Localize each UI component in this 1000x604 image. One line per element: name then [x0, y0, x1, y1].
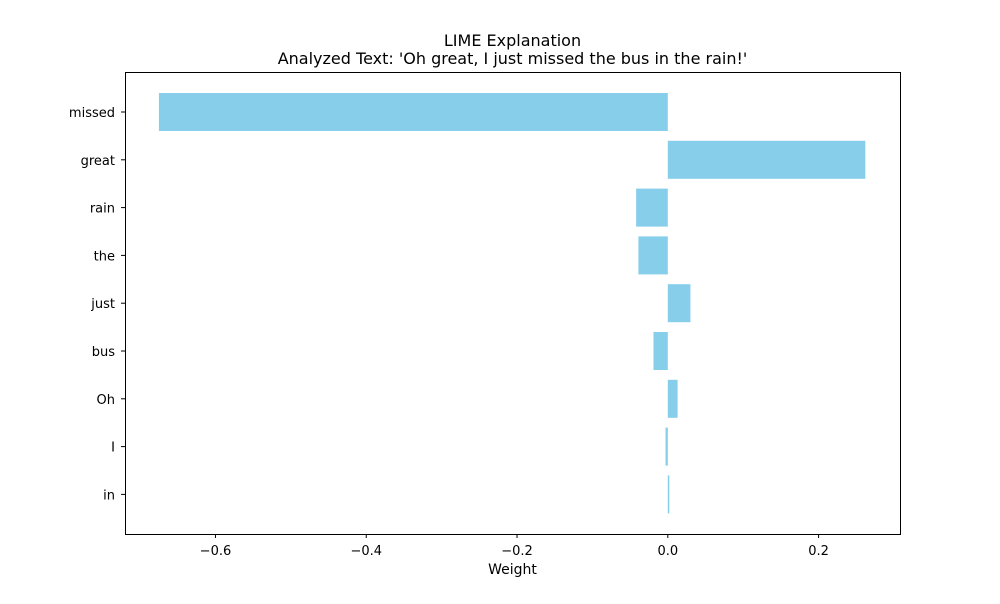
y-tick-label: in — [103, 488, 115, 503]
bar-rain — [636, 188, 668, 227]
y-tick-label: Oh — [97, 393, 115, 408]
y-tick-label: the — [94, 249, 115, 264]
chart-subtitle: Analyzed Text: 'Oh great, I just missed … — [278, 49, 748, 68]
y-tick-label: just — [90, 297, 115, 312]
chart-title: LIME Explanation — [444, 31, 581, 50]
x-tick-label: 0.0 — [657, 544, 678, 559]
y-axis: missed great rain the just bus Oh Iin — [69, 106, 125, 503]
bar-great — [667, 140, 866, 179]
bar-missed — [158, 93, 668, 131]
y-tick-label: bus — [92, 345, 115, 360]
x-tick-label: −0.6 — [200, 544, 232, 559]
y-tick-label: I — [111, 441, 115, 456]
x-tick-label: −0.4 — [350, 544, 382, 559]
bar-just — [667, 284, 691, 323]
bar-Oh — [667, 379, 678, 418]
bars-layer — [158, 93, 866, 514]
x-axis-label: Weight — [488, 562, 537, 578]
x-tick-label: 0.2 — [808, 544, 829, 559]
bar-the — [638, 236, 668, 275]
x-axis: −0.6 −0.4 −0.2 0.0 0.2 — [200, 534, 829, 559]
y-tick-label: rain — [90, 202, 115, 217]
bar-in — [667, 475, 670, 514]
bar-I — [665, 427, 668, 466]
x-tick-label: −0.2 — [501, 544, 533, 559]
bar-bus — [653, 332, 668, 370]
y-tick-label: missed — [69, 106, 115, 121]
y-tick-label: great — [81, 154, 115, 169]
plot-frame — [125, 72, 901, 535]
